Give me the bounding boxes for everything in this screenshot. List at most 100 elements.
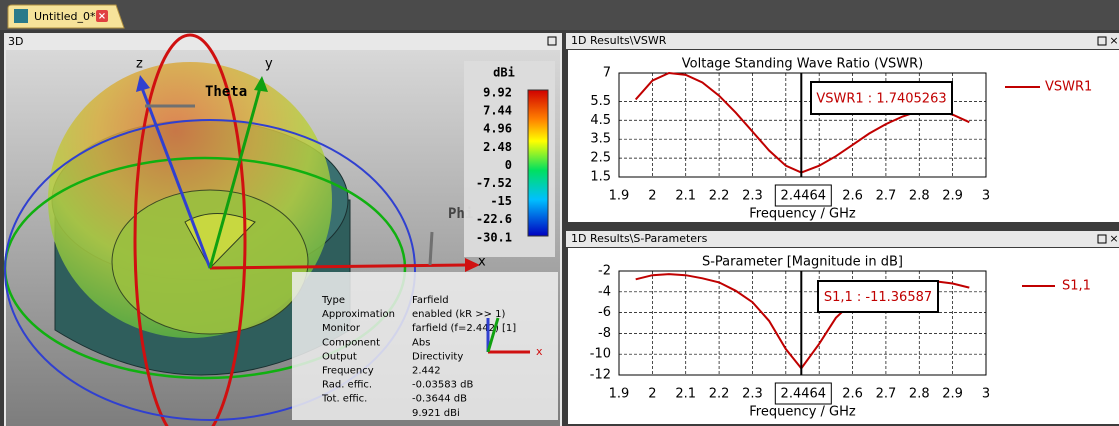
info-value: enabled (kR >> 1) <box>412 309 506 320</box>
info-value: Farfield <box>412 295 449 306</box>
y-tick-label: 7 <box>603 66 611 81</box>
colorbar-unit: dBi <box>493 66 515 80</box>
annotation-box <box>810 81 953 115</box>
marker-label: 2.4464 <box>781 189 827 204</box>
triad-x-label: x <box>536 345 543 358</box>
plot-frame <box>618 72 987 178</box>
panel-title: 1D Results\VSWR <box>571 34 667 47</box>
theta-label: Theta <box>205 84 247 100</box>
tab-title: Untitled_0* <box>34 10 96 23</box>
axis-label-y: y <box>265 57 273 72</box>
x-tick-label: 1.9 <box>609 387 630 402</box>
tab[interactable] <box>7 4 125 29</box>
colorbar-label: 9.92 <box>483 86 512 100</box>
x-tick-label: 3 <box>982 189 990 204</box>
info-label: Rad. effic. <box>322 380 372 391</box>
x-tick-label: 2.7 <box>876 189 897 204</box>
tab-icon <box>14 9 28 23</box>
theta-circle <box>133 33 247 426</box>
x-tick-label: 2.8 <box>909 189 930 204</box>
model <box>3 33 480 426</box>
z-axis <box>140 87 212 269</box>
close[interactable]: × <box>1109 34 1118 47</box>
x-tick-label: 3 <box>982 387 990 402</box>
annotation: VSWR1 : 1.7405263 <box>816 92 946 107</box>
colorbar-label: -7.52 <box>476 176 512 190</box>
y-tick-label: -2 <box>598 264 611 279</box>
tab-close-x: × <box>98 11 106 22</box>
chart-area <box>568 248 1119 424</box>
phi-arrow <box>428 231 434 266</box>
y-tick-label: 2.5 <box>590 151 611 166</box>
tab-bar <box>0 0 1119 30</box>
tab-close[interactable] <box>96 10 108 22</box>
info-label: Component <box>322 337 380 348</box>
y-tick-label: 3.5 <box>590 132 611 147</box>
close[interactable]: × <box>1109 232 1118 245</box>
info-value: -0.03583 dB <box>412 380 473 391</box>
y-tick-label: -4 <box>598 284 611 299</box>
colorbar-label: 7.44 <box>483 104 512 118</box>
marker-box <box>774 184 832 207</box>
maximize[interactable] <box>547 36 557 46</box>
chart-panel: 1D Results\VSWR × Voltage Standing Wave Ra… <box>566 33 1119 222</box>
panel-header <box>566 33 1119 49</box>
triad-y <box>486 317 500 353</box>
info-label: Tot. effic. <box>321 394 367 405</box>
colorbar-label: 4.96 <box>483 122 512 136</box>
chart-title: Voltage Standing Wave Ratio (VSWR) <box>682 57 923 72</box>
info-max: 9.921 dBi <box>412 408 460 419</box>
ref-circle <box>4 119 416 421</box>
panel-title: 3D <box>8 35 23 48</box>
info-value: Abs <box>412 337 430 348</box>
colorbar-label: -22.6 <box>476 212 512 226</box>
x-tick-label: 2.6 <box>842 189 863 204</box>
info-label: Output <box>322 351 357 362</box>
maximize[interactable] <box>1097 234 1107 244</box>
y-tick-label: -6 <box>598 305 611 320</box>
chart-panel: 1D Results\S-Parameters × S-Parameter [Mag… <box>566 231 1119 424</box>
x-tick-label: 2.6 <box>842 387 863 402</box>
info-label: Type <box>321 295 345 306</box>
plot-frame <box>618 270 987 376</box>
x-axis-label: Frequency / GHz <box>749 207 856 222</box>
y-tick-label: 4.5 <box>590 113 611 128</box>
x-tick-label: 2 <box>648 387 656 402</box>
annotation-box <box>817 280 939 313</box>
x-tick-label: 2.8 <box>909 387 930 402</box>
maximize[interactable] <box>1097 36 1107 46</box>
x-tick-label: 2.9 <box>942 189 963 204</box>
info-value: Directivity <box>412 351 463 362</box>
info-value: 2.442 <box>412 366 441 377</box>
marker-label: 2.4464 <box>781 387 827 402</box>
info-label: Monitor <box>322 323 361 334</box>
x-tick-label: 2.2 <box>709 387 730 402</box>
legend-label: VSWR1 <box>1045 80 1092 95</box>
y-axis <box>208 87 262 269</box>
x-arrow <box>465 258 480 272</box>
legend-label: S1,1 <box>1062 279 1091 294</box>
x-tick-label: 2 <box>648 189 656 204</box>
info-value: farfield (f=2.442) [1] <box>412 323 516 334</box>
info-value: -0.3644 dB <box>412 394 467 405</box>
pattern-cut <box>184 213 256 269</box>
chart-area <box>568 50 1119 222</box>
colorbar <box>527 89 549 237</box>
marker-box <box>774 382 832 405</box>
axis-label-x: x <box>478 255 486 270</box>
y-tick-label: 5.5 <box>590 94 611 109</box>
colorbar-label: 0 <box>505 158 512 172</box>
y-tick-label: -8 <box>598 326 611 341</box>
info-panel <box>292 272 558 420</box>
x-axis-label: Frequency / GHz <box>749 405 856 420</box>
y-tick-label: -12 <box>590 368 611 383</box>
colorbar-label: -15 <box>490 194 512 208</box>
y-arrow <box>254 76 268 92</box>
x-tick-label: 2.1 <box>675 387 696 402</box>
y-tick-label: 1.5 <box>590 170 611 185</box>
annotation: S1,1 : -11.36587 <box>824 290 932 305</box>
x-axis <box>209 263 466 270</box>
info-label: Approximation <box>322 309 395 320</box>
